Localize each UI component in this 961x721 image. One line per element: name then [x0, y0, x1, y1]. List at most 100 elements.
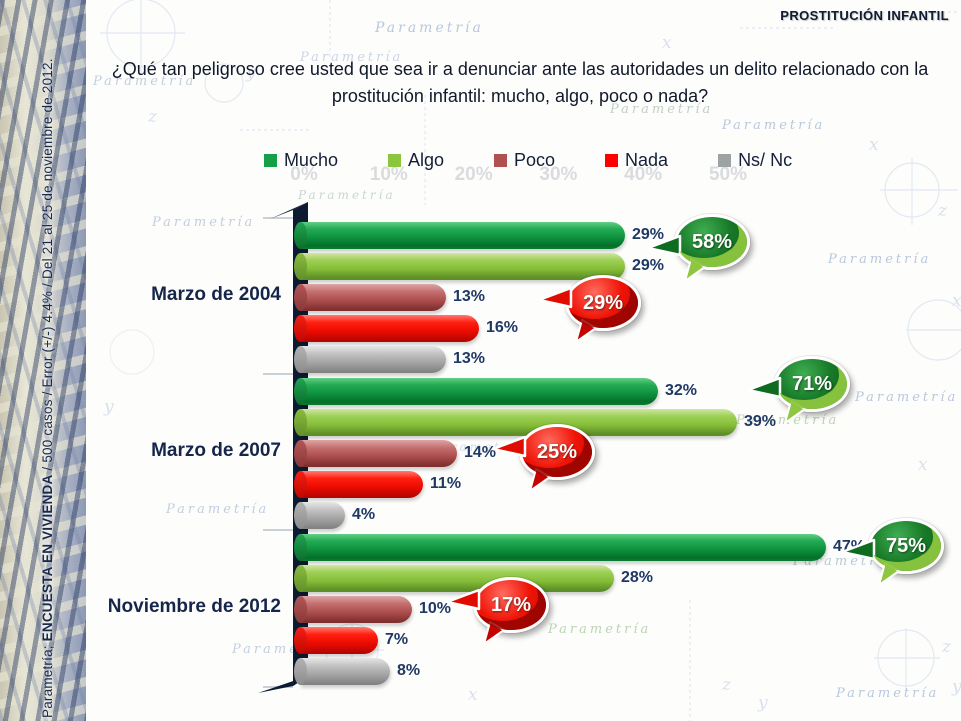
category-label-marzo-de-2007: Marzo de 2007	[151, 439, 281, 461]
legend-label: Ns/ Nc	[738, 150, 793, 170]
legend-swatch-poco-icon	[494, 154, 507, 167]
bubble-value: 58%	[691, 230, 733, 253]
bar-ns-nc-marzo-de-2007	[294, 502, 345, 529]
legend-label: Poco	[514, 150, 556, 170]
bar-end-cap	[294, 284, 307, 311]
bar-poco-marzo-de-2004	[294, 284, 446, 311]
legend-label: Mucho	[283, 150, 338, 170]
chart-legend: Mucho Algo Poco Nada Ns/ Nc	[95, 150, 961, 171]
bar-value-label: 8%	[397, 662, 421, 679]
bar-end-cap	[294, 253, 307, 280]
bar-end-cap	[294, 627, 307, 654]
bar-value-label: 28%	[621, 569, 654, 586]
source-note-prefix: Parametría;	[40, 641, 55, 718]
left-texture-strip	[0, 0, 86, 721]
bar-end-cap	[294, 315, 307, 342]
bar-poco-marzo-de-2007	[294, 440, 457, 467]
bar-end-cap	[294, 565, 307, 592]
bar-value-label: 29%	[632, 226, 665, 243]
bubble-value: 25%	[536, 440, 578, 463]
bar-value-label: 29%	[632, 257, 665, 274]
bar-value-label: 13%	[453, 350, 486, 367]
bar-chart: 0% 10% 20% 30% 40% 50% Marzo de 2004 29% 29% 13% 1…	[95, 164, 961, 708]
bar-ns-nc-noviembre-de-2012	[294, 658, 390, 685]
legend-item-nsnc: Ns/ Nc	[718, 150, 792, 171]
bar-end-cap	[294, 378, 307, 405]
bar-value-label: 14%	[464, 444, 497, 461]
bar-nada-marzo-de-2004	[294, 315, 479, 342]
category-label-noviembre-de-2012: Noviembre de 2012	[107, 595, 281, 617]
bubble-tail-icon	[746, 376, 782, 399]
axis-tick-label: 0%	[290, 164, 318, 185]
legend-item-mucho: Mucho	[263, 150, 338, 171]
bubble-tail-icon	[840, 538, 876, 561]
parametria-watermark: Parametría	[375, 20, 484, 36]
svg-text:z: z	[147, 107, 158, 127]
axis-tick-label: 50%	[708, 164, 748, 185]
green-callout-bubble: 75%	[840, 518, 944, 586]
legend-swatch-nsnc-icon	[718, 154, 732, 167]
bar-value-label: 10%	[419, 600, 452, 617]
bubble-swoosh-icon	[784, 400, 806, 424]
bar-value-label: 11%	[430, 475, 462, 492]
bubble-tail-icon	[537, 286, 573, 309]
bubble-swoosh-icon	[878, 562, 900, 586]
bar-end-cap	[294, 409, 307, 436]
bubble-swoosh-icon	[529, 468, 551, 492]
bar-end-cap	[294, 346, 307, 373]
source-note: Parametría; ENCUESTA EN VIVIENDA / 500 c…	[40, 6, 55, 718]
bar-value-label: 7%	[385, 631, 409, 648]
bubble-tail-icon	[646, 234, 682, 257]
bar-poco-noviembre-de-2012	[294, 596, 412, 623]
green-callout-bubble: 58%	[646, 214, 750, 282]
axis-tick-label: 30%	[539, 164, 578, 185]
bar-end-cap	[294, 534, 307, 561]
bar-end-cap	[294, 471, 307, 498]
bubble-value: 75%	[885, 534, 927, 557]
legend-item-poco: Poco	[494, 150, 555, 171]
axis-tick-label: 40%	[624, 164, 663, 185]
bar-algo-marzo-de-2007	[294, 409, 737, 436]
bubble-tail-icon	[491, 435, 527, 458]
question-text: ¿Qué tan peligroso cree usted que sea ir…	[111, 59, 929, 106]
svg-text:x: x	[662, 33, 672, 53]
parametria-watermark: Parametría	[722, 118, 826, 133]
bubble-value: 29%	[582, 291, 624, 314]
red-callout-bubble: 25%	[491, 424, 595, 492]
bar-value-label: 16%	[486, 319, 519, 336]
axis-tick-label: 10%	[369, 164, 408, 185]
bubble-tail-icon	[445, 588, 481, 611]
bubble-swoosh-icon	[684, 258, 706, 282]
bubble-swoosh-icon	[575, 319, 597, 343]
red-callout-bubble: 17%	[445, 577, 549, 645]
category-label-marzo-de-2004: Marzo de 2004	[151, 283, 281, 305]
legend-swatch-mucho-icon	[263, 154, 277, 167]
bar-value-label: 13%	[453, 288, 486, 305]
bar-algo-marzo-de-2004	[294, 253, 625, 280]
bubble-swoosh-icon	[483, 621, 505, 645]
legend-swatch-nada-icon	[605, 154, 619, 167]
bar-algo-noviembre-de-2012	[294, 565, 614, 592]
bar-value-label: 39%	[744, 413, 777, 430]
bar-end-cap	[294, 502, 307, 529]
page-title: PROSTITUCIÓN INFANTIL	[780, 8, 949, 23]
bar-end-cap	[294, 596, 307, 623]
bar-end-cap	[294, 222, 307, 249]
legend-item-algo: Algo	[387, 150, 444, 171]
legend-label: Algo	[407, 150, 444, 170]
green-callout-bubble: 71%	[746, 356, 850, 424]
bar-nada-noviembre-de-2012	[294, 627, 378, 654]
bar-mucho-marzo-de-2004	[294, 222, 625, 249]
axis-tick-label: 20%	[454, 164, 493, 185]
bubble-value: 71%	[791, 372, 833, 395]
source-note-suffix: / 500 casos / Error (+/-) 4.4% / Del 21 …	[40, 58, 55, 475]
bar-value-label: 4%	[352, 506, 376, 523]
bar-nada-marzo-de-2007	[294, 471, 423, 498]
bar-end-cap	[294, 440, 307, 467]
bar-value-label: 32%	[665, 382, 698, 399]
source-note-survey: ENCUESTA EN VIVIENDA	[40, 474, 55, 642]
bar-end-cap	[294, 658, 307, 685]
red-callout-bubble: 29%	[537, 275, 641, 343]
legend-item-nada: Nada	[605, 150, 668, 171]
legend-swatch-algo-icon	[387, 154, 401, 167]
